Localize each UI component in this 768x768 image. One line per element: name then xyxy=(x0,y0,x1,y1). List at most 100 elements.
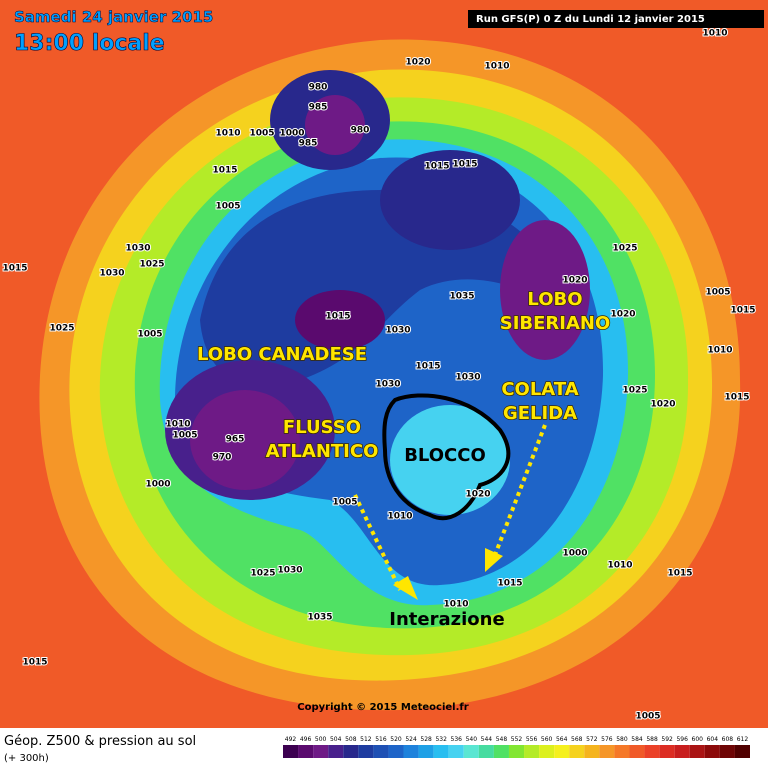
isobar-label: 1000 xyxy=(562,549,587,559)
isobar-label: 1015 xyxy=(424,162,449,172)
isobar-label: 1030 xyxy=(125,244,150,254)
scale-label: 544 xyxy=(481,736,493,743)
isobar-label: 1030 xyxy=(277,566,302,576)
isobar-label: 1020 xyxy=(405,58,430,68)
scale-swatch xyxy=(298,745,314,758)
scale-swatch xyxy=(719,745,735,758)
isobar-label: 1015 xyxy=(497,579,522,589)
scale-swatch xyxy=(689,745,705,758)
annotation: COLATA GELIDA xyxy=(501,379,578,424)
scale-swatch xyxy=(493,745,509,758)
scale-swatch xyxy=(704,745,720,758)
scale-swatch xyxy=(463,745,479,758)
scale-label: 548 xyxy=(496,736,508,743)
scale-swatch xyxy=(373,745,389,758)
scale-label: 512 xyxy=(360,736,372,743)
scale-swatch xyxy=(388,745,404,758)
scale-swatch xyxy=(614,745,630,758)
isobar-label: 1000 xyxy=(145,480,170,490)
isobar-label: 1025 xyxy=(250,569,275,579)
scale-label: 588 xyxy=(646,736,658,743)
annotation: Interazione xyxy=(389,609,504,630)
arrow-head xyxy=(485,548,503,572)
isobar-label: 1005 xyxy=(172,431,197,441)
scale-swatch xyxy=(569,745,585,758)
footer-title: Géop. Z500 & pression au sol xyxy=(4,734,196,749)
isobar-label: 1020 xyxy=(610,310,635,320)
isobar-label: 1010 xyxy=(443,600,468,610)
scale-label: 596 xyxy=(676,736,688,743)
arrow-head xyxy=(393,576,418,600)
block-contour xyxy=(382,393,511,521)
run-label: Run GFS(P) 0 Z du Lundi 12 janvier 2015 xyxy=(476,14,705,25)
scale-swatch xyxy=(674,745,690,758)
scale-swatch xyxy=(343,745,359,758)
scale-swatch xyxy=(403,745,419,758)
scale-label: 580 xyxy=(616,736,628,743)
scale-label: 576 xyxy=(601,736,613,743)
isobar-label: 1020 xyxy=(562,276,587,286)
copyright: Copyright © 2015 Meteociel.fr xyxy=(297,702,468,713)
isobar-label: 1025 xyxy=(622,386,647,396)
isobar-label: 1005 xyxy=(332,498,357,508)
isobar-label: 985 xyxy=(299,139,318,149)
scale-label: 496 xyxy=(300,736,312,743)
scale-swatch xyxy=(734,745,750,758)
scale-label: 492 xyxy=(285,736,297,743)
scale-label: 516 xyxy=(375,736,387,743)
scale-swatch xyxy=(478,745,494,758)
footer-lead: (+ 300h) xyxy=(4,753,49,764)
scale-label: 504 xyxy=(330,736,342,743)
scale-label: 524 xyxy=(405,736,417,743)
isobar-label: 1020 xyxy=(650,400,675,410)
isobar-label: 1015 xyxy=(212,166,237,176)
scale-label: 520 xyxy=(390,736,402,743)
scale-swatch xyxy=(599,745,615,758)
isobar-label: 1010 xyxy=(387,512,412,522)
isobar-label: 1035 xyxy=(307,613,332,623)
scale-label: 528 xyxy=(420,736,432,743)
isobar-label: 1015 xyxy=(325,312,350,322)
isobar-label: 965 xyxy=(226,435,245,445)
scale-label: 604 xyxy=(707,736,719,743)
scale-swatch xyxy=(508,745,525,758)
scale-label: 564 xyxy=(556,736,568,743)
scale-swatch xyxy=(629,745,645,758)
isobar-label: 1010 xyxy=(484,62,509,72)
isobar-label: 1015 xyxy=(730,306,755,316)
isobar-label: 1020 xyxy=(465,490,490,500)
isobar-label: 1005 xyxy=(705,288,730,298)
scale-label: 532 xyxy=(435,736,447,743)
isobar-label: 1010 xyxy=(215,129,240,139)
scale-swatch xyxy=(448,745,464,758)
isobar-label: 980 xyxy=(309,83,328,93)
date: Samedi 24 janvier 2015 xyxy=(14,8,213,26)
scale-swatch xyxy=(659,745,675,758)
arrow-atlantic xyxy=(353,494,402,591)
scale-swatch xyxy=(283,745,299,758)
scale-label: 500 xyxy=(315,736,327,743)
scale-label: 584 xyxy=(631,736,643,743)
scale-label: 568 xyxy=(571,736,583,743)
scale-label: 556 xyxy=(526,736,538,743)
isobar-label: 1005 xyxy=(635,712,660,722)
scale-label: 600 xyxy=(692,736,704,743)
annotation: LOBO CANADESE xyxy=(197,344,367,365)
isobar-label: 1030 xyxy=(385,326,410,336)
scale-swatch xyxy=(313,745,329,758)
isobar-label: 1035 xyxy=(449,292,474,302)
scale-swatch xyxy=(418,745,434,758)
isobar-label: 985 xyxy=(309,103,328,113)
time: 13:00 locale xyxy=(14,31,165,56)
scale-label: 540 xyxy=(466,736,478,743)
isobar-label: 1000 xyxy=(279,129,304,139)
isobar-label: 1010 xyxy=(702,29,727,39)
isobar-label: 1025 xyxy=(139,260,164,270)
scale-label: 592 xyxy=(661,736,673,743)
scale-label: 608 xyxy=(722,736,734,743)
scale-swatch xyxy=(358,745,374,758)
isobar-label: 1010 xyxy=(165,420,190,430)
isobar-label: 1005 xyxy=(215,202,240,212)
isobar-label: 1025 xyxy=(49,324,74,334)
isobar-label: 1015 xyxy=(415,362,440,372)
